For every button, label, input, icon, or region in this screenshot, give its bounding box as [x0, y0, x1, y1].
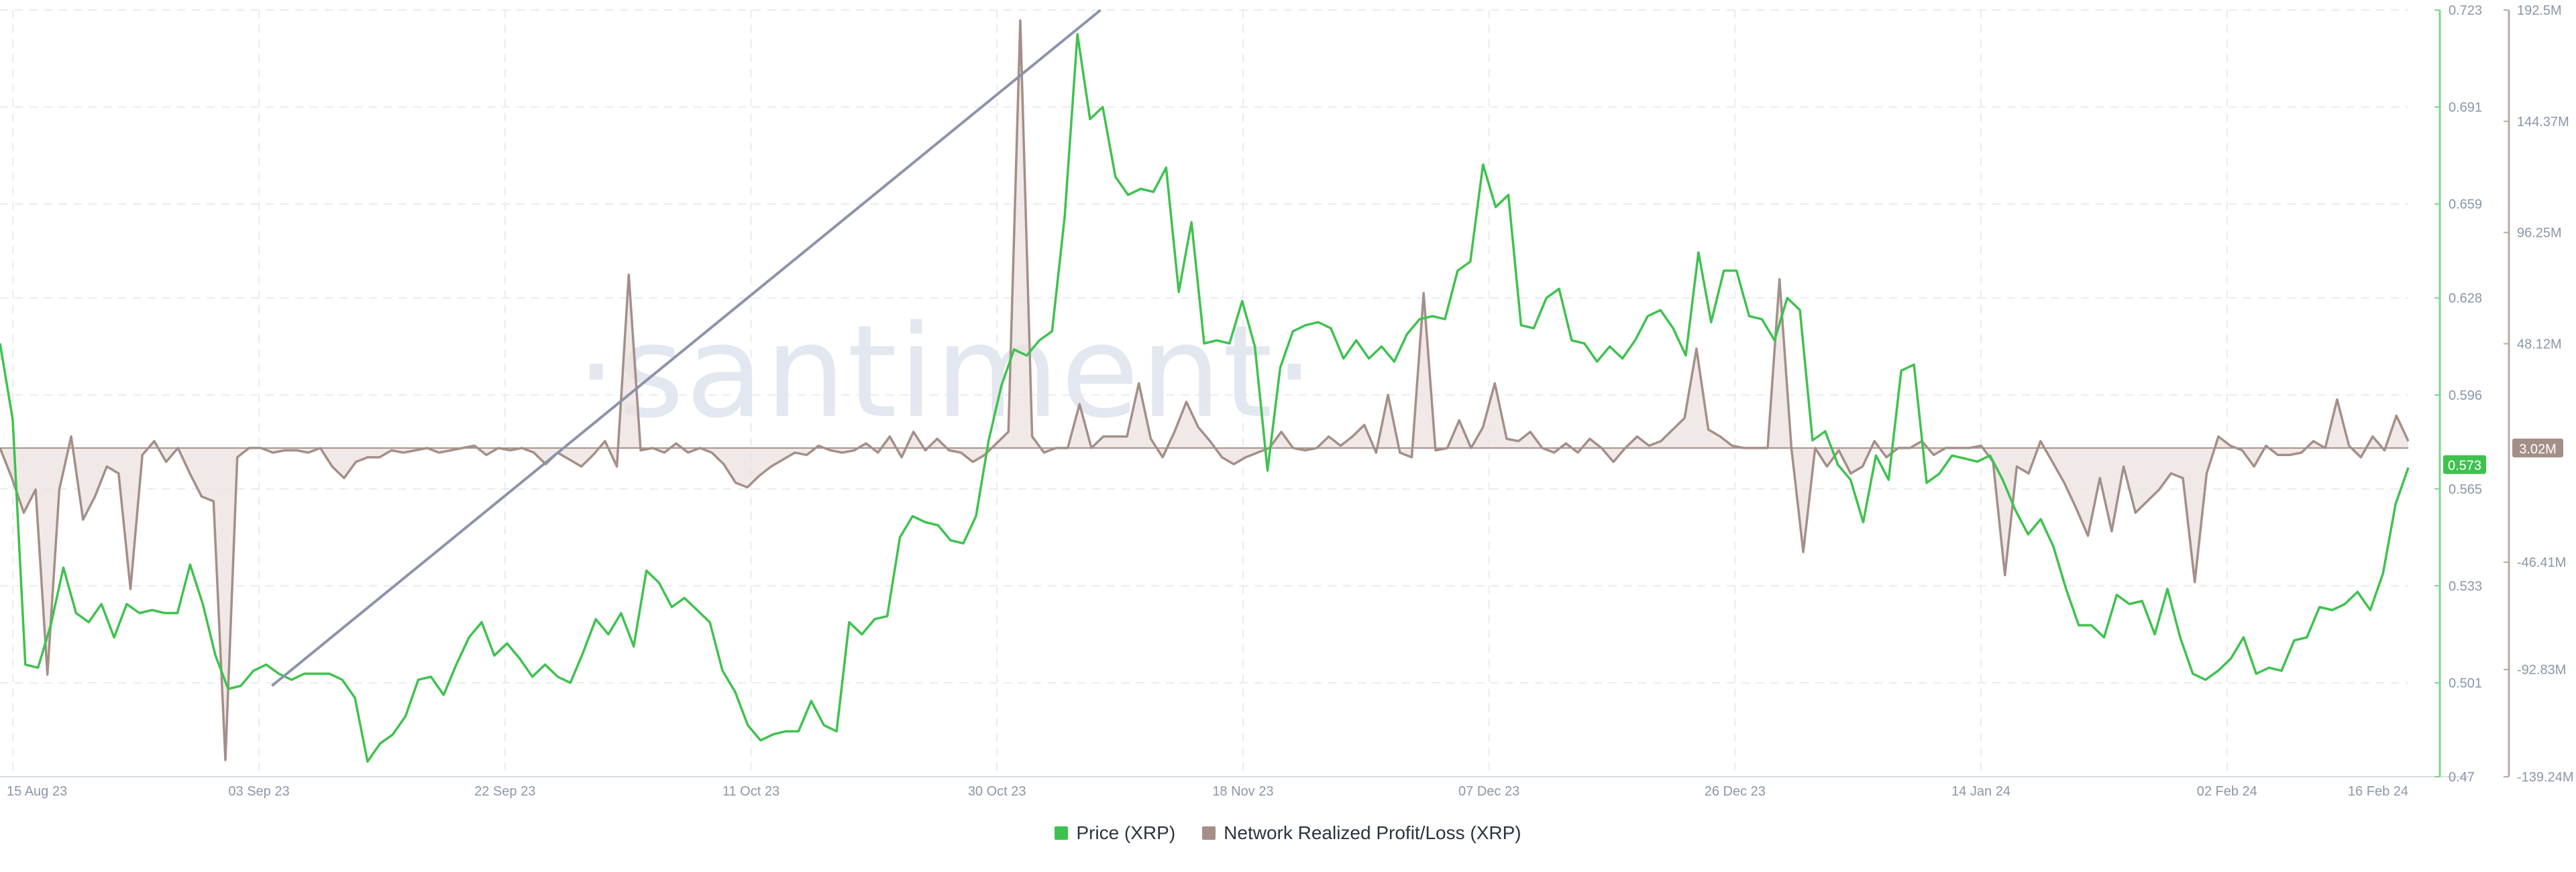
profit-loss-current-badge — [2512, 438, 2563, 457]
x-axis-ticks: 15 Aug 23 03 Sep 23 22 Sep 23 11 Oct 23 30 O… — [7, 784, 2408, 799]
price-tick-label: 0.628 — [2449, 291, 2482, 306]
profit-loss-tick-label: -46.41M — [2517, 555, 2566, 570]
x-tick-label: 22 Sep 23 — [474, 784, 535, 799]
x-tick-label: 14 Jan 24 — [1951, 784, 2010, 799]
current-value-badges: 0.573 3.02M — [2443, 438, 2563, 474]
legend: Price (XRP) Network Realized Profit/Loss… — [0, 822, 2576, 844]
profit-loss-tick-label: -92.83M — [2517, 663, 2566, 677]
santiment-watermark: ·santiment· — [576, 298, 1316, 446]
profit-loss-tick-label: 96.25M — [2517, 226, 2562, 241]
profit-loss-tick-label: 144.37M — [2517, 115, 2569, 129]
profit-loss-tick-label: -139.24M — [2517, 770, 2574, 785]
price-tick-label: 0.691 — [2449, 101, 2482, 115]
price-tick-label: 0.565 — [2449, 482, 2482, 497]
price-line[interactable] — [0, 33, 2410, 763]
profit-loss-current-label: 3.02M — [2519, 442, 2557, 457]
price-swatch — [1055, 826, 1069, 840]
price-axis-ticks: 0.723 0.691 0.659 0.628 0.596 0.565 0.533 0.501… — [2434, 3, 2482, 785]
profit-loss-tick-label: 192.5M — [2517, 3, 2562, 18]
grid — [0, 9, 2408, 777]
price-tick-label: 0.596 — [2449, 388, 2482, 403]
profit-loss-tick-label: 48.12M — [2517, 337, 2562, 351]
x-tick-label: 07 Dec 23 — [1458, 784, 1519, 799]
axes — [0, 10, 2510, 777]
legend-label-profit-loss: Network Realized Profit/Loss (XRP) — [1224, 822, 1521, 843]
price-current-label: 0.573 — [2448, 459, 2481, 474]
profit-loss-line[interactable] — [0, 19, 2410, 761]
price-tick-label: 0.659 — [2449, 197, 2482, 212]
price-series[interactable] — [0, 33, 2410, 763]
price-tick-label: 0.501 — [2449, 676, 2482, 691]
legend-item-profit-loss[interactable]: Network Realized Profit/Loss (XRP) — [1202, 822, 1521, 844]
price-tick-label: 0.47 — [2449, 770, 2475, 785]
price-current-badge — [2443, 455, 2486, 474]
x-tick-label: 30 Oct 23 — [968, 784, 1026, 799]
price-tick-label: 0.723 — [2449, 3, 2482, 18]
legend-label-price: Price (XRP) — [1076, 822, 1176, 843]
profit-loss-series[interactable] — [0, 19, 2410, 761]
trendline[interactable] — [271, 9, 1102, 688]
x-tick-label: 15 Aug 23 — [7, 784, 67, 799]
x-tick-label: 18 Nov 23 — [1212, 784, 1273, 799]
price-tick-label: 0.533 — [2449, 579, 2482, 594]
profit-loss-swatch — [1202, 826, 1216, 840]
legend-item-price[interactable]: Price (XRP) — [1055, 822, 1175, 844]
x-tick-label: 26 Dec 23 — [1705, 784, 1766, 799]
profit-loss-axis-ticks: 192.5M 144.37M 96.25M 48.12M -46.41M -92.83M -… — [2504, 3, 2574, 785]
x-tick-label: 16 Feb 24 — [2348, 784, 2408, 799]
trendline-annotation[interactable] — [271, 9, 1102, 688]
x-tick-label: 11 Oct 23 — [722, 784, 780, 799]
x-tick-label: 03 Sep 23 — [228, 784, 289, 799]
x-tick-label: 02 Feb 24 — [2197, 784, 2257, 799]
